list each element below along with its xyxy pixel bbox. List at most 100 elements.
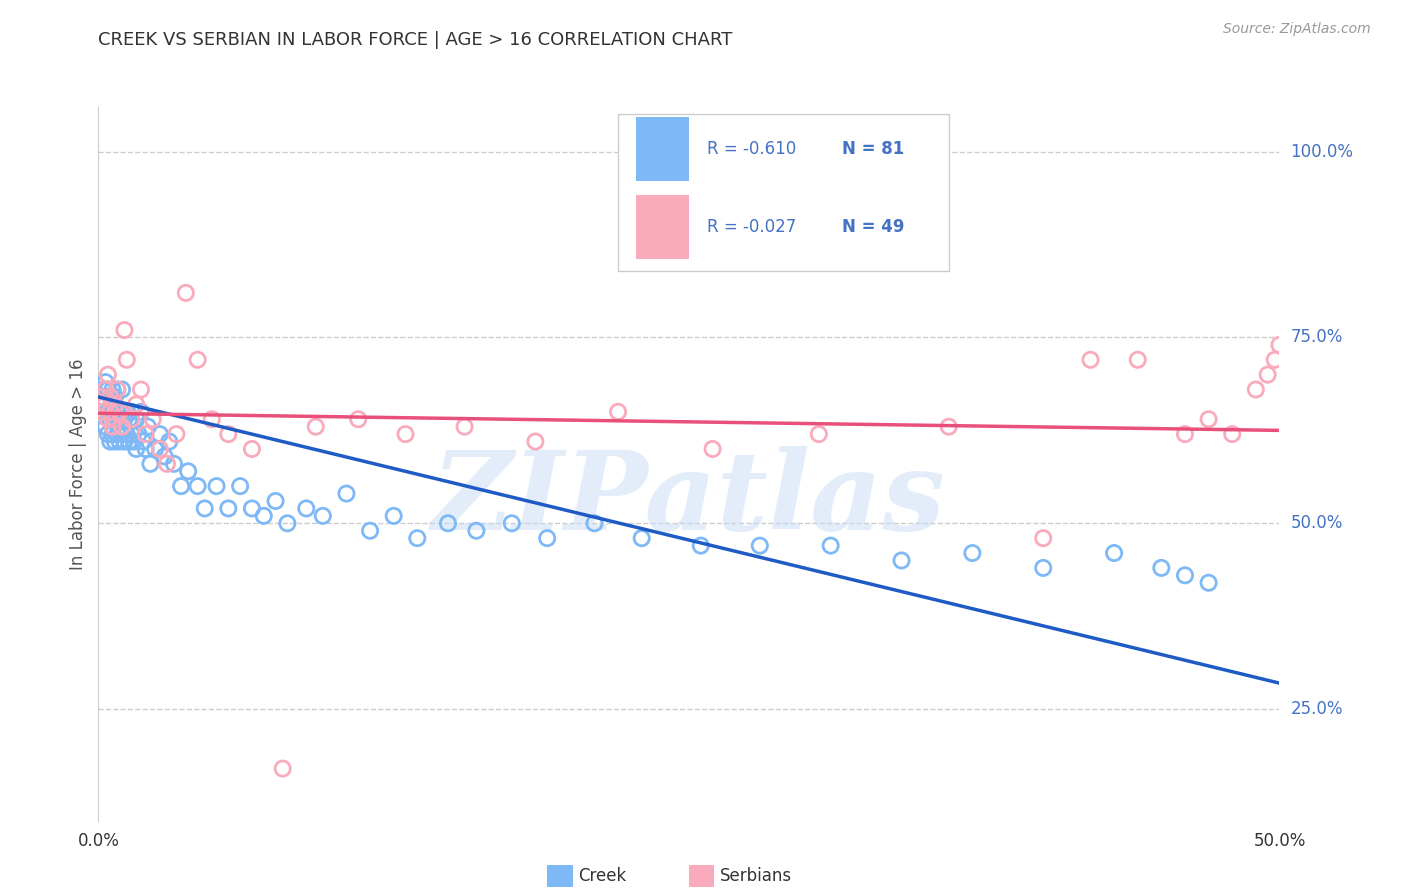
Point [94, 383, 117, 397]
Point [104, 412, 127, 426]
Point [630, 531, 652, 545]
Point [583, 516, 606, 531]
Point [105, 405, 128, 419]
Point [1032, 531, 1054, 545]
Point [1220, 427, 1243, 442]
Text: 50.0%: 50.0% [1291, 515, 1343, 533]
Point [1174, 568, 1197, 582]
Point [104, 390, 127, 404]
Point [94, 397, 117, 411]
Point [121, 427, 143, 442]
Point [187, 352, 209, 367]
Point [394, 427, 416, 442]
Point [157, 434, 180, 449]
Point [165, 427, 187, 442]
Point [101, 405, 124, 419]
Point [295, 501, 318, 516]
Point [1198, 575, 1220, 590]
Point [105, 383, 128, 397]
Point [104, 412, 127, 426]
Point [91, 405, 114, 419]
Point [111, 405, 134, 419]
Point [97, 412, 120, 426]
Point [122, 434, 145, 449]
Point [129, 383, 152, 397]
Point [501, 516, 523, 531]
Point [91, 383, 114, 397]
Point [217, 501, 239, 516]
Point [1198, 412, 1220, 426]
Point [1257, 368, 1279, 382]
Point [1264, 352, 1286, 367]
Text: Serbians: Serbians [720, 867, 792, 885]
Point [112, 434, 135, 449]
Point [347, 412, 370, 426]
Point [1126, 352, 1149, 367]
Point [305, 419, 328, 434]
Point [98, 390, 121, 404]
Point [437, 516, 460, 531]
Point [118, 412, 141, 426]
Point [91, 405, 114, 419]
Point [748, 539, 770, 553]
Point [938, 419, 960, 434]
Point [890, 553, 912, 567]
Text: Source: ZipAtlas.com: Source: ZipAtlas.com [1223, 22, 1371, 37]
Point [153, 450, 176, 464]
Point [1080, 352, 1102, 367]
Point [240, 501, 263, 516]
Point [170, 479, 193, 493]
Point [807, 427, 830, 442]
Point [962, 546, 984, 560]
Point [163, 457, 186, 471]
Point [187, 479, 209, 493]
Point [143, 442, 166, 456]
Y-axis label: In Labor Force | Age > 16: In Labor Force | Age > 16 [69, 358, 87, 570]
Point [90, 390, 112, 404]
Point [125, 397, 148, 411]
Point [1150, 561, 1173, 575]
Point [101, 427, 124, 442]
Point [607, 405, 630, 419]
Point [1268, 338, 1291, 352]
Point [108, 434, 131, 449]
Text: R = -0.610: R = -0.610 [707, 140, 796, 158]
Point [1244, 383, 1267, 397]
Point [139, 457, 162, 471]
Text: N = 81: N = 81 [842, 140, 904, 158]
Point [276, 516, 298, 531]
Point [132, 434, 155, 449]
Point [135, 427, 157, 442]
Point [524, 434, 547, 449]
Point [98, 390, 121, 404]
Point [1102, 546, 1125, 560]
Point [406, 531, 429, 545]
Text: R = -0.027: R = -0.027 [707, 219, 796, 236]
Point [689, 539, 711, 553]
Point [820, 539, 842, 553]
Point [115, 405, 138, 419]
Point [229, 479, 252, 493]
Point [149, 442, 172, 456]
Text: CREEK VS SERBIAN IN LABOR FORCE | AGE > 16 CORRELATION CHART: CREEK VS SERBIAN IN LABOR FORCE | AGE > … [98, 31, 733, 49]
Text: ZIPatlas: ZIPatlas [432, 446, 946, 553]
Point [128, 427, 150, 442]
Point [382, 508, 405, 523]
Point [312, 508, 335, 523]
Point [118, 434, 141, 449]
Point [217, 427, 239, 442]
Point [702, 442, 724, 456]
Point [111, 383, 134, 397]
Text: N = 49: N = 49 [842, 219, 905, 236]
Point [121, 405, 143, 419]
Point [264, 494, 287, 508]
Point [115, 352, 138, 367]
Point [111, 427, 134, 442]
Point [125, 442, 148, 456]
Point [253, 508, 276, 523]
Point [177, 464, 200, 478]
Point [135, 442, 157, 456]
Point [108, 405, 131, 419]
Point [156, 457, 179, 471]
Point [94, 375, 117, 389]
